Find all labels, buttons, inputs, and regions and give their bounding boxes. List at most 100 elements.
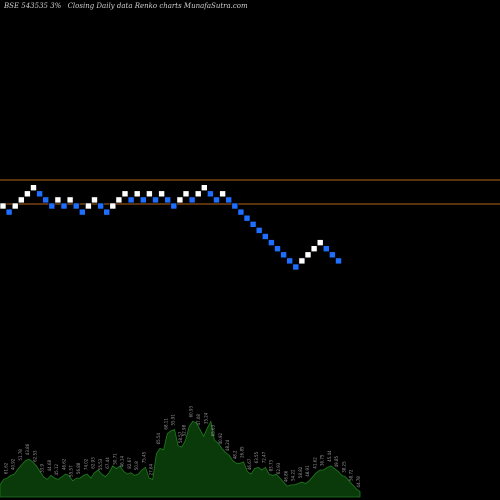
reference-lines: [0, 179, 500, 205]
renko-brick-down: [231, 202, 239, 210]
renko-brick-down: [207, 190, 214, 198]
volume-label: 58.82: [298, 466, 303, 478]
volume-label: 62.93: [91, 457, 96, 469]
volume-label: 55.57: [69, 465, 74, 477]
renko-brick-down: [225, 196, 232, 204]
volume-label: 63.55: [254, 451, 259, 463]
volume-label: 46.14: [120, 455, 125, 467]
renko-brick-down: [127, 196, 135, 204]
renko-brick-down: [292, 263, 300, 271]
volume-label: 36.75: [320, 454, 325, 466]
renko-brick-up: [146, 190, 153, 198]
renko-brick-up: [121, 190, 129, 198]
renko-brick-up: [201, 184, 208, 191]
renko-brick-down: [48, 202, 56, 210]
volume-label: 38.25: [342, 461, 347, 473]
volume-label: 46.62: [62, 458, 67, 470]
volume-label: 61.62: [3, 462, 8, 474]
renko-brick-down: [268, 239, 275, 246]
volume-label: 55.53: [98, 458, 103, 470]
volume-label: 48.68: [0, 469, 1, 481]
renko-brick-up: [182, 190, 190, 198]
volume-label: 68.11: [163, 418, 168, 430]
renko-brick-down: [60, 202, 68, 210]
renko-bricks: [0, 184, 342, 271]
renko-brick-up: [91, 196, 98, 204]
volume-label: 50.8: [134, 461, 139, 470]
volume-label: 44.78: [356, 476, 361, 488]
renko-brick-up: [30, 184, 37, 191]
renko-brick-up: [219, 190, 226, 198]
renko-brick-down: [140, 196, 147, 204]
volume-label: 56.88: [76, 462, 81, 474]
symbol-label: BSE 543535 3%: [4, 2, 62, 10]
volume-label: 46.86: [283, 470, 288, 482]
renko-brick-down: [164, 196, 171, 204]
renko-brick-down: [97, 202, 104, 210]
volume-label: 60.93: [189, 405, 194, 417]
volume-label: 62.93: [276, 462, 281, 474]
renko-brick-up: [24, 190, 31, 198]
volume-label: 48.24: [225, 439, 230, 451]
volume-label: 45.44: [327, 450, 332, 462]
renko-brick-down: [188, 196, 196, 204]
renko-brick-up: [115, 196, 123, 204]
renko-brick-down: [280, 251, 287, 259]
renko-brick-up: [158, 190, 165, 198]
renko-brick-up: [0, 202, 7, 210]
renko-brick-down: [5, 208, 13, 216]
volume-label: 46.67: [247, 458, 252, 470]
renko-brick-up: [316, 239, 324, 246]
volume-panel: 48.6861.6240.9251.7843.8662.5333.944.684…: [0, 405, 361, 498]
volume-label: 72.47: [262, 451, 267, 463]
volume-label: 33.9: [40, 463, 45, 472]
renko-brick-up: [11, 202, 19, 210]
renko-brick-down: [237, 208, 245, 216]
volume-label: 62.53: [32, 450, 37, 462]
renko-brick-down: [335, 257, 342, 265]
renko-brick-down: [261, 233, 269, 240]
chart-title: Closing Daily data Renko charts MunafaSu…: [67, 2, 248, 10]
volume-label: 40.92: [11, 458, 16, 470]
volume-label: 43.86: [25, 443, 30, 455]
renko-brick-up: [54, 196, 62, 204]
volume-label: 55.91: [171, 414, 176, 426]
renko-brick-up: [85, 202, 92, 210]
renko-brick-down: [152, 196, 159, 204]
volume-label: 58.57: [178, 431, 183, 443]
volume-label: 83.73: [269, 459, 274, 471]
volume-label: 50.71: [112, 453, 117, 465]
renko-brick-up: [17, 196, 25, 204]
renko-brick-up: [109, 202, 117, 210]
renko-brick-up: [310, 245, 318, 252]
renko-brick-down: [36, 190, 43, 198]
renko-brick-down: [286, 257, 294, 265]
volume-label: 45.12: [54, 463, 59, 475]
renko-brick-down: [103, 208, 110, 216]
renko-brick-up: [133, 190, 141, 198]
volume-label: 52.98: [182, 424, 187, 436]
volume-label: 35.24: [203, 412, 208, 424]
volume-label: 82.67: [127, 457, 132, 469]
renko-brick-down: [170, 202, 178, 210]
volume-label: 58.72: [349, 469, 354, 481]
renko-brick-up: [304, 251, 312, 259]
renko-brick-up: [66, 196, 74, 204]
renko-brick-up: [176, 196, 184, 204]
volume-label: 47.08: [196, 414, 201, 426]
volume-label: 26.85: [240, 446, 245, 458]
renko-brick-down: [255, 227, 263, 234]
volume-label: 44.68: [47, 459, 52, 471]
volume-label: 40.92: [218, 432, 223, 444]
volume-label: 74.02: [83, 458, 88, 470]
volume-label: 51.78: [18, 449, 23, 461]
volume-label: 49.85: [334, 455, 339, 467]
chart-header: BSE 543535 3% Closing Daily data Renko c…: [4, 2, 252, 10]
volume-label: 41.62: [312, 457, 317, 469]
renko-brick-down: [274, 245, 281, 252]
renko-brick-down: [243, 214, 251, 222]
volume-label: 48.2: [232, 450, 237, 459]
volume-label: 48.91: [305, 465, 310, 477]
renko-brick-down: [249, 221, 257, 228]
